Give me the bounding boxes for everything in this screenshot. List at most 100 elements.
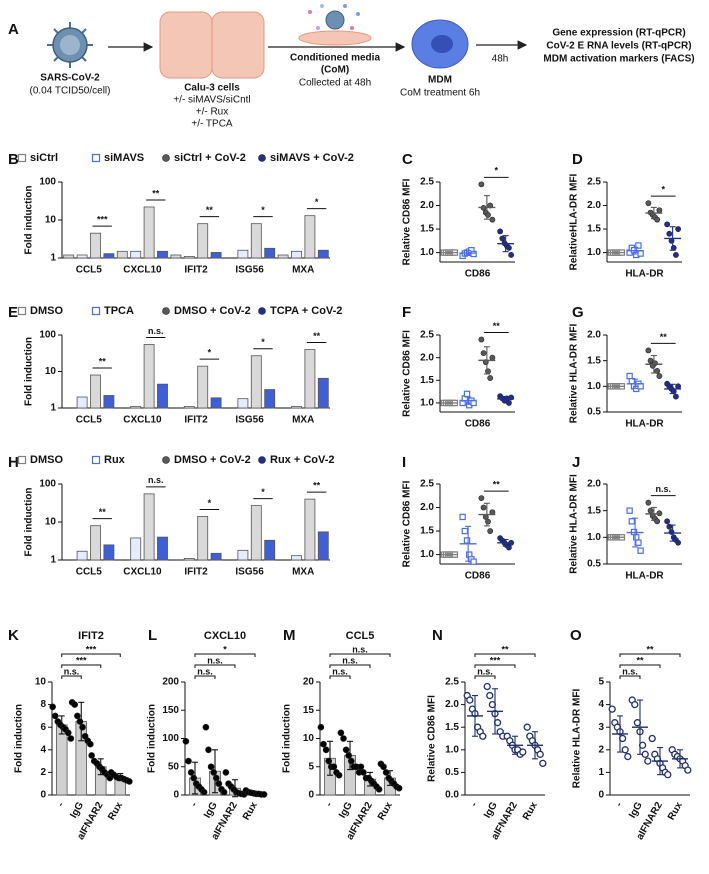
y-tick-label: 2.0 [587, 479, 601, 490]
legend-label: TPCA [104, 305, 134, 317]
legend-marker [162, 307, 170, 315]
y-tick-label: 2.5 [445, 677, 459, 688]
data-point [489, 216, 496, 223]
bar [63, 254, 75, 259]
data-point [76, 718, 84, 725]
cell [211, 11, 265, 79]
legend-label: siMAVS [104, 152, 144, 164]
y-tick-label: 2.5 [587, 177, 601, 188]
y-tick-label: 1.0 [587, 247, 601, 258]
y-tick-label: 0.0 [445, 790, 459, 801]
bar [130, 250, 142, 259]
y-axis-label: Fold induction [24, 488, 35, 557]
bar [55, 724, 68, 796]
data-point [461, 527, 469, 535]
data-point [499, 235, 506, 242]
data-point [684, 766, 692, 774]
bar [317, 377, 329, 409]
y-tick-label: 3 [598, 722, 604, 733]
data-point [664, 771, 672, 779]
data-point [395, 784, 403, 792]
y-tick-label: 2 [598, 744, 604, 755]
data-point [628, 518, 636, 525]
data-point [71, 701, 79, 708]
bar [304, 215, 316, 259]
y-tick-label: 1.0 [420, 398, 434, 409]
data-point [479, 732, 487, 740]
data-point [641, 750, 649, 758]
data-point [487, 528, 494, 534]
comparison-bracket [61, 675, 82, 679]
comparison-bracket [194, 664, 236, 668]
bar [157, 383, 168, 409]
significance-label: ** [493, 321, 501, 331]
data-point [67, 735, 75, 742]
y-axis-label: RelativeHLA-DR MFI [569, 173, 580, 270]
data-point [497, 228, 504, 235]
x-tick-label: Rux [521, 800, 540, 822]
significance-label: * [315, 197, 319, 207]
y-tick-label: 10 [45, 517, 57, 528]
data-point [486, 691, 494, 700]
y-tick-label: 0 [173, 790, 179, 801]
y-axis-label: Fold induction [147, 704, 158, 773]
x-tick-label: - [324, 800, 335, 808]
significance-label: ** [660, 332, 668, 342]
bar [90, 232, 101, 259]
panel-letter: I [402, 454, 406, 471]
data-point [220, 788, 228, 796]
x-tick-label: ISG56 [235, 265, 264, 276]
legend-label: DMSO + CoV-2 [174, 454, 251, 466]
y-tick-label: 1.5 [420, 375, 434, 386]
bar [237, 549, 249, 561]
data-point [508, 252, 515, 258]
data-point [483, 682, 491, 691]
significance-label: n.s. [64, 666, 80, 676]
data-point [187, 769, 195, 776]
bar [277, 254, 289, 259]
data-point [489, 354, 496, 361]
legend-marker [258, 307, 266, 315]
y-tick-label: 20 [303, 677, 315, 688]
bar [250, 355, 262, 409]
data-point [519, 748, 527, 756]
legend-marker [258, 456, 266, 464]
panel-letter: F [402, 304, 411, 321]
x-tick-label: CXCL10 [123, 415, 162, 426]
y-tick-label: 1.5 [587, 355, 601, 366]
data-point [645, 499, 652, 506]
x-tick-label: CXCL10 [123, 265, 162, 276]
bar [250, 223, 262, 259]
y-tick-label: 100 [39, 330, 56, 341]
y-axis-label: Fold induction [24, 186, 35, 255]
y-tick-label: 1.5 [445, 722, 459, 733]
comparison-bracket [474, 653, 536, 657]
significance-label: n.s. [332, 666, 348, 676]
bar [304, 498, 316, 561]
y-tick-label: 1.5 [420, 526, 434, 537]
significance-label: * [661, 185, 665, 195]
data-point [635, 539, 642, 546]
data-point [205, 746, 212, 754]
treatment: +/- siMAVS/siCntl [173, 95, 250, 106]
bar [264, 539, 276, 561]
data-point [202, 723, 210, 731]
y-tick-label: 200 [162, 677, 179, 688]
data-point [675, 226, 682, 232]
significance-label: *** [86, 644, 97, 654]
data-point [64, 729, 72, 737]
legend-label: Rux [104, 454, 126, 466]
comparison-bracket [474, 675, 496, 679]
y-axis-label: Relative CD86 MFI [402, 330, 413, 417]
significance-label: ** [206, 205, 214, 215]
data-point [478, 495, 485, 502]
bar [130, 406, 142, 409]
data-point [666, 230, 673, 237]
y-axis-label: Relative HLA-DR MFI [569, 474, 580, 574]
mdm-label: MDM [428, 75, 452, 86]
legend-marker [17, 455, 27, 465]
y-tick-label: 4 [598, 699, 604, 710]
legend-marker [258, 154, 266, 162]
y-tick-label: 10 [303, 733, 315, 744]
significance-label: ** [99, 507, 107, 517]
